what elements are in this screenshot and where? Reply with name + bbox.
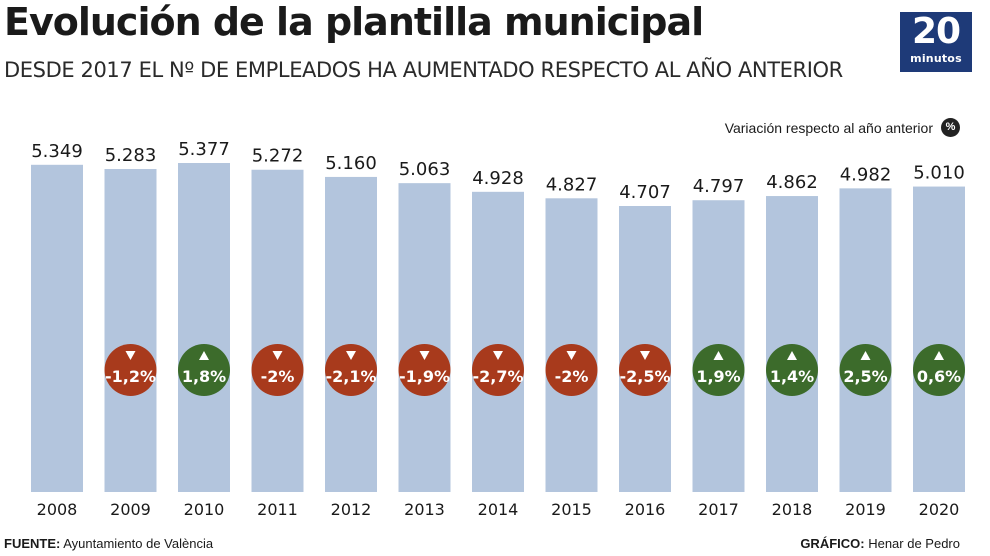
bar-value-label: 5.283 [105, 145, 157, 166]
change-badge-down [472, 344, 524, 396]
bar-value-label: 5.272 [252, 146, 304, 167]
bar-value-label: 5.063 [399, 159, 451, 180]
change-badge-down [398, 344, 451, 396]
change-label: 1,8% [182, 367, 226, 386]
bar-value-label: 4.862 [766, 172, 818, 193]
logo-number: 20 [911, 11, 961, 52]
bar-value-label: 4.982 [840, 164, 892, 185]
brand-logo: 20 minutos [900, 12, 972, 72]
bar-value-label: 5.377 [178, 139, 230, 160]
source-value: Ayuntamiento de València [60, 536, 214, 551]
arrow-up-icon [934, 351, 944, 360]
arrow-up-icon [713, 351, 724, 360]
x-tick-label: 2015 [551, 500, 592, 519]
change-badge-up [178, 344, 230, 396]
x-tick-label: 2018 [772, 500, 813, 519]
bar [178, 163, 230, 492]
change-badge-down [251, 344, 304, 396]
bar-value-label: 5.349 [31, 141, 83, 162]
bar-value-label: 4.797 [693, 176, 745, 197]
change-badge-down [619, 344, 671, 396]
bar [913, 186, 965, 493]
arrow-down-icon [566, 351, 577, 360]
bar-value-label: 5.160 [325, 153, 377, 174]
change-label: -1,2% [105, 367, 156, 386]
change-label: 1,4% [770, 367, 814, 386]
arrow-down-icon [493, 351, 503, 360]
x-tick-label: 2010 [184, 500, 225, 519]
arrow-down-icon [272, 351, 283, 360]
change-label: 2,5% [843, 367, 887, 386]
change-badge-down [104, 344, 157, 396]
arrow-down-icon [419, 351, 430, 360]
x-tick-label: 2013 [404, 500, 445, 519]
change-badge-up [692, 344, 745, 396]
bar [472, 191, 524, 493]
change-label: 0,6% [917, 367, 961, 386]
bar [325, 176, 377, 492]
credit-note: GRÁFICO: Henar de Pedro [800, 536, 960, 551]
change-label: 1,9% [696, 367, 740, 386]
x-tick-label: 2011 [257, 500, 298, 519]
arrow-down-icon [125, 351, 136, 360]
x-tick-label: 2019 [845, 500, 886, 519]
change-label: -1,9% [399, 367, 450, 386]
x-tick-label: 2009 [110, 500, 151, 519]
change-label: -2% [261, 367, 295, 386]
x-tick-label: 2017 [698, 500, 739, 519]
arrow-up-icon [860, 351, 871, 360]
change-label: -2,1% [325, 367, 376, 386]
source-note: FUENTE: Ayuntamiento de València [4, 536, 213, 551]
bar [251, 169, 304, 492]
change-label: -2,7% [472, 367, 523, 386]
change-label: -2,5% [619, 367, 670, 386]
arrow-down-icon [640, 351, 650, 360]
chart-title: Evolución de la plantilla municipal [4, 0, 704, 44]
change-label: -2% [555, 367, 589, 386]
arrow-down-icon [346, 351, 356, 360]
logo-word: minutos [910, 52, 962, 65]
bar [31, 164, 83, 493]
bar [839, 188, 892, 492]
credit-label: GRÁFICO: [800, 536, 865, 551]
change-badge-down [325, 344, 377, 396]
change-badge-up [839, 344, 892, 396]
arrow-up-icon [787, 351, 797, 360]
percent-badge-icon: % [941, 118, 960, 137]
change-badge-up [766, 344, 818, 396]
bar [104, 169, 157, 492]
bar-value-label: 5.010 [913, 163, 965, 184]
x-tick-label: 2016 [625, 500, 666, 519]
change-badge-down [545, 344, 598, 396]
legend: Variación respecto al año anterior % [725, 118, 960, 137]
x-tick-label: 2014 [478, 500, 519, 519]
change-badge-up [913, 344, 965, 396]
x-tick-label: 2012 [331, 500, 372, 519]
x-tick-label: 2020 [919, 500, 960, 519]
bar [398, 183, 451, 493]
legend-label: Variación respecto al año anterior [724, 119, 933, 136]
source-label: FUENTE: [4, 536, 61, 551]
credit-value: Henar de Pedro [864, 536, 960, 551]
bar-value-label: 4.928 [472, 168, 524, 189]
arrow-up-icon [199, 351, 209, 360]
x-tick-label: 2008 [37, 500, 78, 519]
bar-value-label: 4.707 [619, 182, 671, 203]
bar-value-label: 4.827 [546, 174, 598, 195]
chart-subtitle: DESDE 2017 EL Nº DE EMPLEADOS HA AUMENTA… [4, 58, 843, 82]
